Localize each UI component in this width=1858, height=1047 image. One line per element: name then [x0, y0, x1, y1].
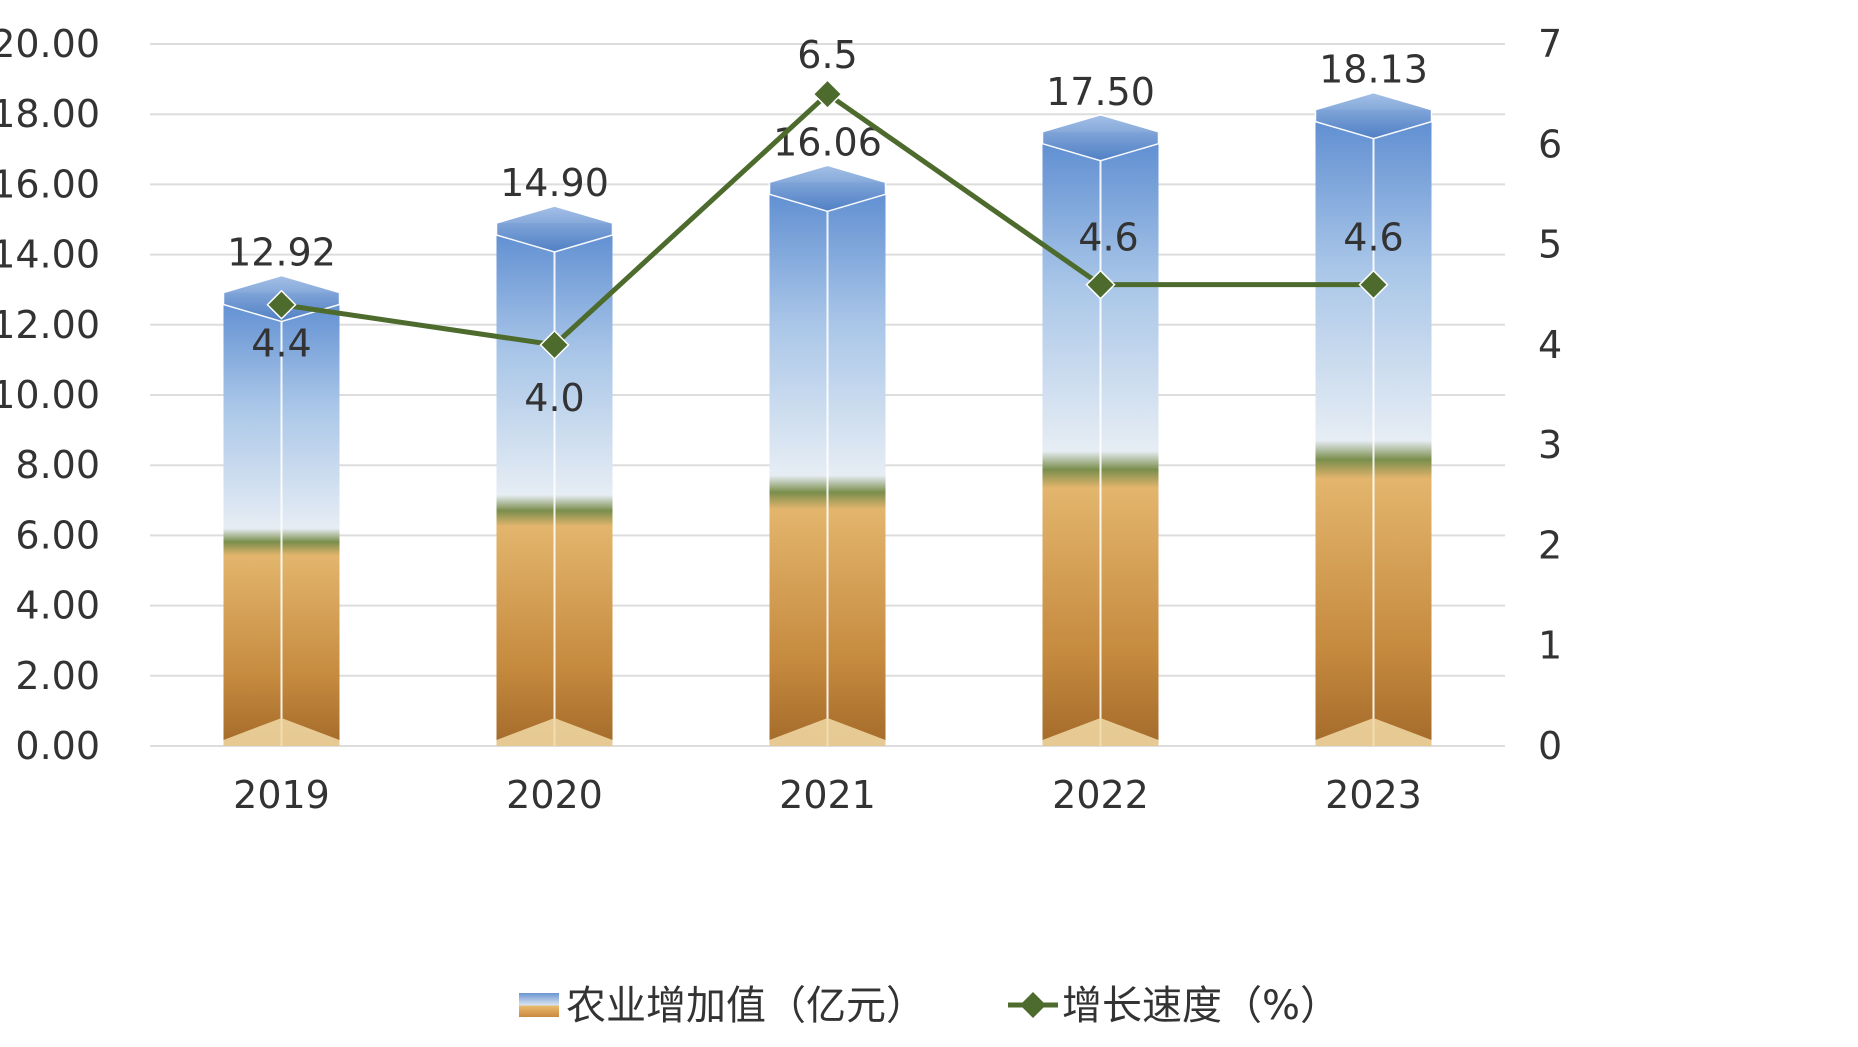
bar-base: [1315, 718, 1432, 746]
right-tick-label: 0: [1538, 724, 1562, 768]
left-tick-label: 10.00: [0, 373, 100, 417]
right-tick-label: 7: [1538, 22, 1562, 66]
bar-value-label: 17.50: [1046, 70, 1155, 114]
line-value-label: 4.6: [1078, 216, 1138, 260]
bar: [1041, 113, 1160, 746]
right-tick-label: 4: [1538, 323, 1562, 367]
bar-value-label: 12.92: [227, 231, 336, 275]
left-tick-label: 16.00: [0, 162, 100, 206]
bar-cap: [495, 205, 614, 253]
legend-bar-label: 农业增加值（亿元）: [566, 983, 926, 1029]
left-tick-label: 20.00: [0, 22, 100, 66]
line-value-label: 4.0: [524, 376, 584, 420]
right-tick-label: 2: [1538, 523, 1562, 567]
x-tick-label: 2021: [779, 773, 876, 817]
left-tick-label: 14.00: [0, 233, 100, 277]
line-point: [539, 329, 570, 360]
left-tick-label: 18.00: [0, 92, 100, 136]
bar: [768, 164, 887, 746]
right-tick-label: 6: [1538, 122, 1562, 166]
left-tick-label: 8.00: [15, 443, 100, 487]
left-tick-label: 4.00: [15, 584, 100, 628]
bar-base: [1042, 718, 1159, 746]
left-axis: 0.00 2.00 4.00 6.00 8.00 10.00 12.00 14.00 16.00…: [0, 22, 100, 768]
line-point: [1358, 269, 1389, 300]
left-tick-label: 2.00: [15, 654, 100, 698]
left-tick-label: 0.00: [15, 724, 100, 768]
line-point: [266, 289, 297, 320]
line-value-label: 4.4: [251, 322, 311, 366]
legend-line-label: 增长速度（%）: [1062, 983, 1340, 1029]
line-value-label: 6.5: [797, 33, 857, 77]
left-tick-label: 12.00: [0, 303, 100, 347]
left-tick-label: 6.00: [15, 513, 100, 557]
legend: 农业增加值（亿元） 增长速度（%）: [519, 983, 1340, 1029]
bar-cap: [768, 164, 887, 213]
bar-cap: [1041, 113, 1160, 162]
bar-value-label: 14.90: [500, 161, 609, 205]
bar: [495, 205, 614, 746]
line-value-label: 4.6: [1343, 216, 1403, 260]
bar-base: [496, 718, 613, 746]
x-tick-label: 2023: [1325, 773, 1422, 817]
right-tick-label: 3: [1538, 423, 1562, 467]
right-tick-label: 1: [1538, 624, 1562, 668]
bar-cap: [1314, 91, 1433, 140]
bar-base: [223, 718, 340, 746]
line-point: [812, 79, 843, 110]
right-axis: 0 1 2 3 4 5 6 7: [1538, 22, 1562, 768]
bar: [1314, 91, 1433, 746]
legend-bar-swatch: [519, 993, 559, 1017]
bar-base: [769, 718, 886, 746]
bar-value-label: 18.13: [1319, 48, 1428, 92]
x-axis: 2019 2020 2021 2022 2023: [233, 773, 1422, 817]
x-tick-label: 2022: [1052, 773, 1149, 817]
legend-line-marker: [1020, 992, 1046, 1018]
x-tick-label: 2019: [233, 773, 330, 817]
bar: [222, 274, 341, 746]
line-point: [1085, 269, 1116, 300]
line-series: 4.4 4.0 6.5 4.6 4.6: [251, 33, 1403, 420]
x-tick-label: 2020: [506, 773, 603, 817]
right-tick-label: 5: [1538, 223, 1562, 267]
